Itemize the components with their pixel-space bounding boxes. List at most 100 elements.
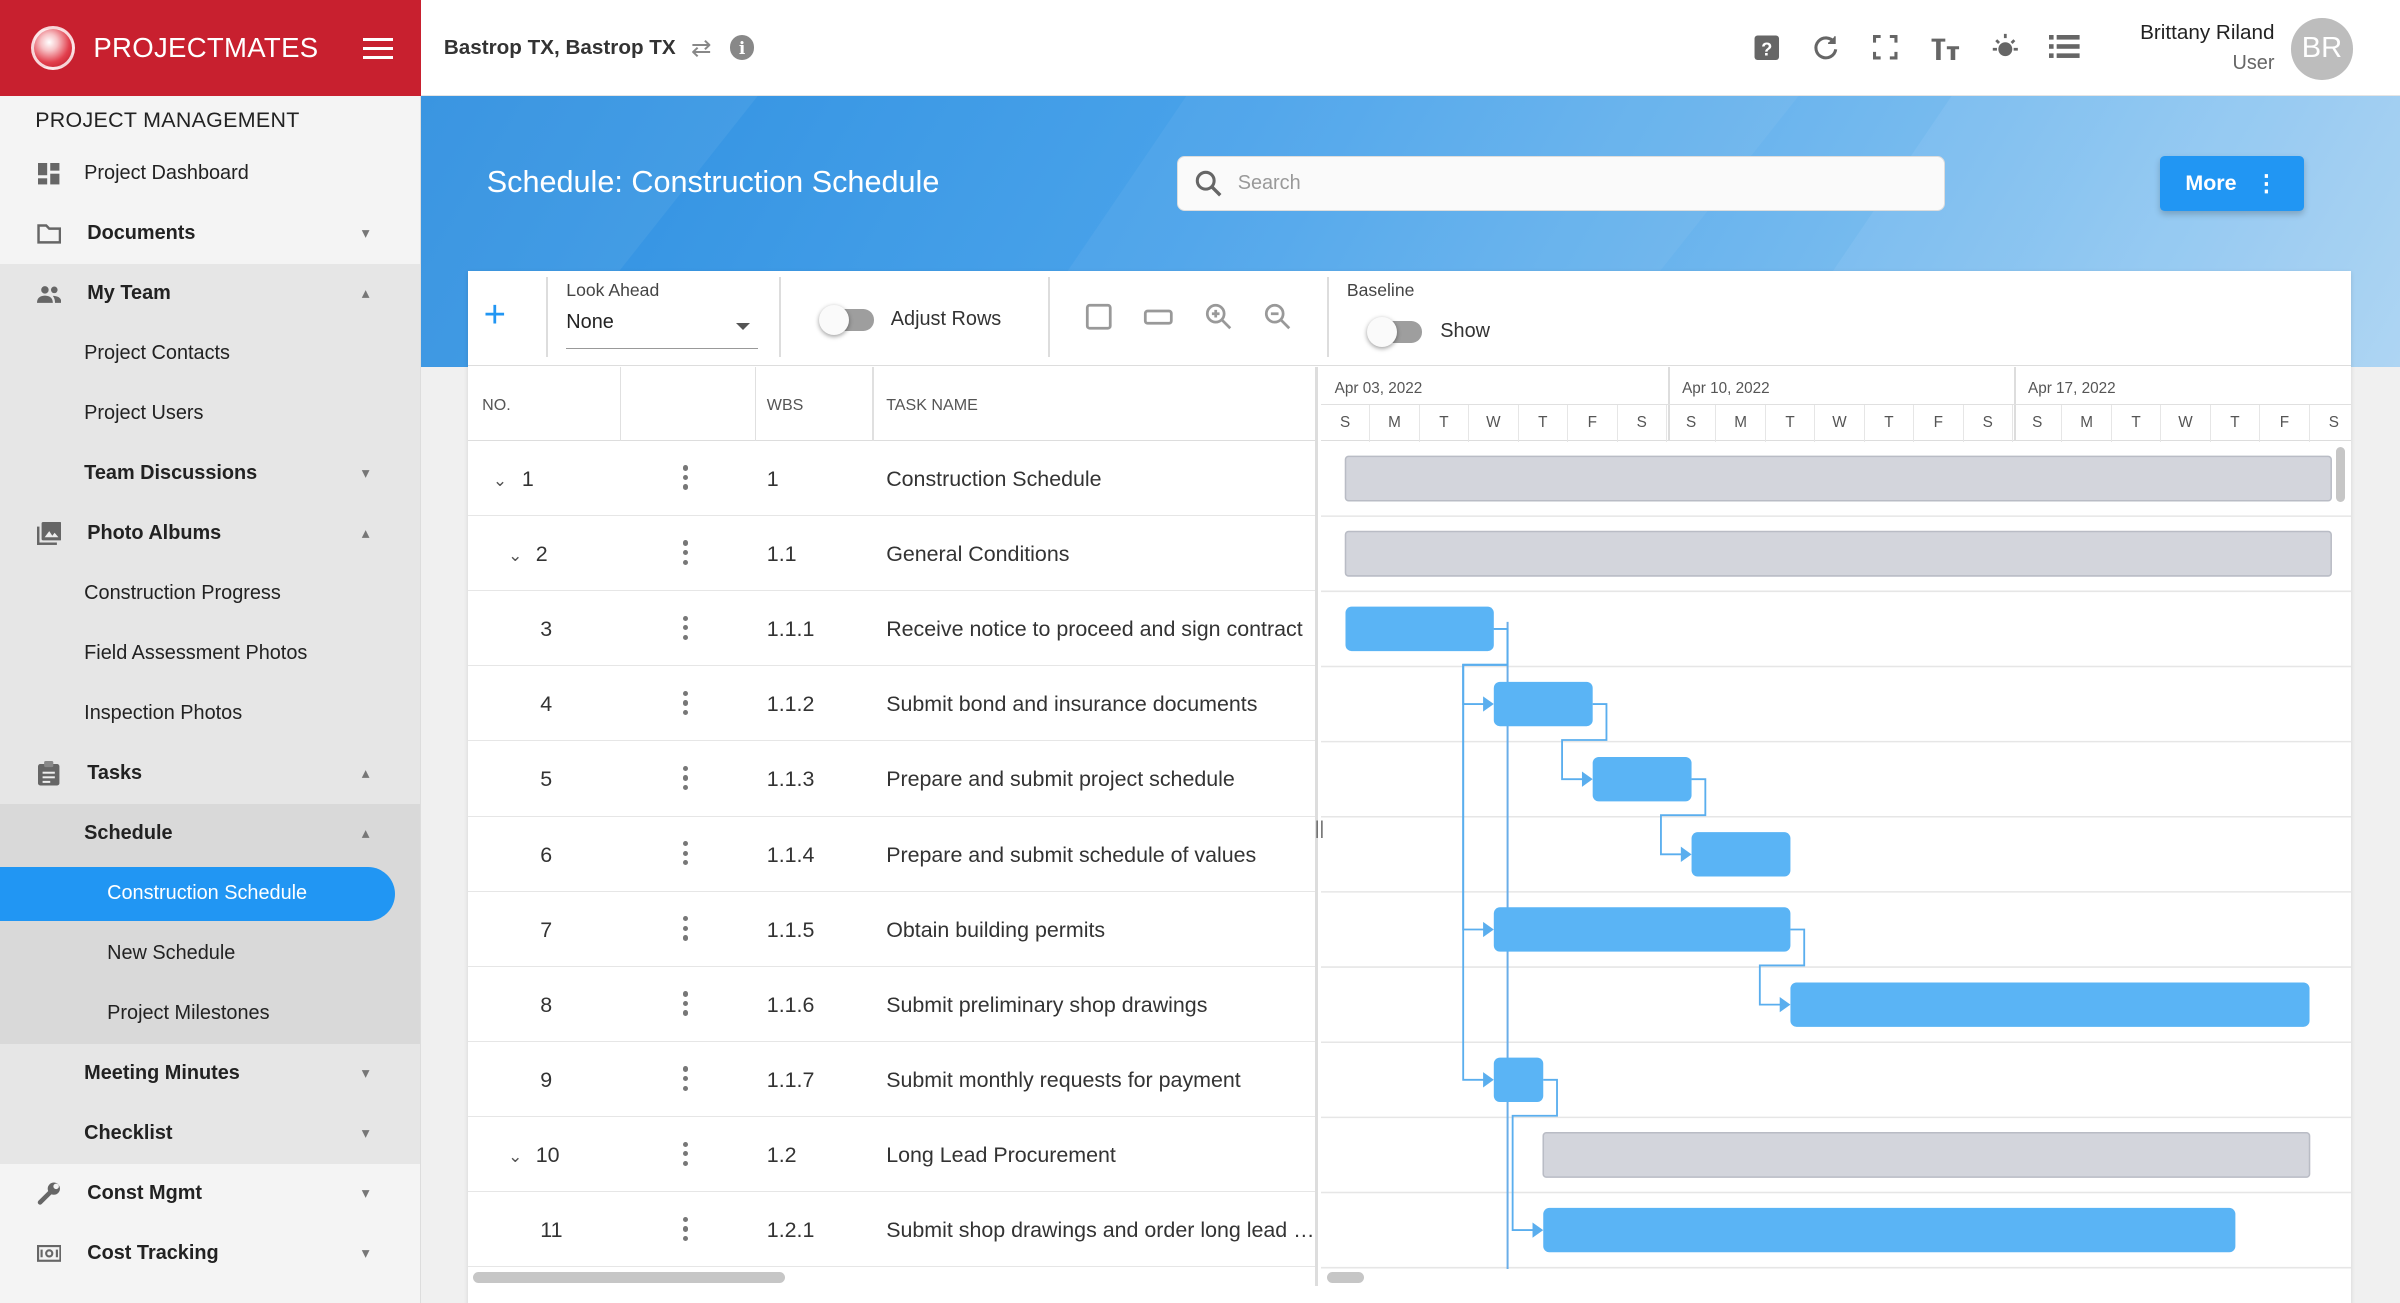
gantt-chart: Apr 03, 2022 Apr 10, 2022 Apr 17, 2022 S… (1320, 367, 2351, 1285)
row-menu-icon[interactable] (682, 765, 689, 791)
chevron-up-icon: ▴ (361, 525, 370, 543)
dependency-arrow (1532, 1222, 1544, 1238)
user-info[interactable]: Brittany Riland User (2140, 21, 2274, 74)
refresh-icon[interactable] (1811, 31, 1842, 65)
task-bar[interactable] (1493, 681, 1593, 727)
sidebar-item-photo-albums[interactable]: Photo Albums ▴ (0, 504, 420, 564)
dependency-arrow (1779, 996, 1791, 1013)
task-bar[interactable] (1592, 756, 1692, 802)
horizontal-scrollbar[interactable] (472, 1271, 786, 1283)
adjust-rows-toggle[interactable] (818, 304, 874, 336)
table-row[interactable]: 3 1.1.1 Receive notice to proceed and sign… (468, 591, 1315, 667)
sidebar-item-documents[interactable]: Documents ▾ (0, 204, 420, 264)
sidebar-item-project-users[interactable]: Project Users (0, 384, 420, 444)
row-menu-icon[interactable] (682, 1066, 689, 1091)
look-ahead-select[interactable]: None (566, 311, 758, 349)
baseline-show-toggle[interactable] (1366, 316, 1422, 348)
search-box[interactable] (1177, 156, 1946, 212)
row-menu-icon[interactable] (682, 916, 689, 941)
gantt-toolbar: + Look Ahead None Adjust Rows Baseline S… (468, 271, 2351, 366)
sidebar-item-field-assessment-photos[interactable]: Field Assessment Photos (0, 624, 420, 684)
sidebar-item-team-discussions[interactable]: Team Discussions ▾ (0, 444, 420, 504)
summary-bar[interactable] (1542, 1131, 2311, 1178)
sidebar-item-my-team[interactable]: My Team ▴ (0, 264, 420, 324)
row-menu-icon[interactable] (682, 991, 689, 1016)
table-row[interactable]: 8 1.1.6 Submit preliminary shop drawings (468, 967, 1315, 1042)
brand-logo-icon (30, 26, 75, 71)
fullscreen-icon[interactable] (1870, 31, 1901, 65)
row-menu-icon[interactable] (682, 1216, 689, 1242)
sidebar-item-project-contacts[interactable]: Project Contacts (0, 324, 420, 384)
add-task-button[interactable]: + (483, 293, 506, 337)
collapse-view-icon[interactable] (1143, 302, 1174, 333)
row-menu-icon[interactable] (682, 1141, 689, 1167)
dependency-link (1561, 702, 1608, 780)
look-ahead-label: Look Ahead (566, 280, 660, 301)
task-bar[interactable] (1691, 831, 1791, 877)
vertical-scrollbar[interactable] (2335, 446, 2345, 502)
table-row[interactable]: 5 1.1.3 Prepare and submit project schedul… (468, 741, 1315, 817)
sidebar-item-checklist[interactable]: Checklist ▾ (0, 1104, 420, 1164)
day-label: S (2013, 405, 2063, 442)
zoom-out-icon[interactable] (1263, 302, 1294, 333)
task-bar[interactable] (1543, 1207, 2236, 1253)
sidebar-item-label: Project Milestones (107, 1002, 270, 1025)
gantt-horizontal-scrollbar[interactable] (1326, 1271, 1364, 1283)
table-row[interactable]: ⌄ 10 1.2 Long Lead Procurement (468, 1117, 1315, 1193)
summary-bar[interactable] (1344, 530, 2332, 577)
sidebar-item-meeting-minutes[interactable]: Meeting Minutes ▾ (0, 1044, 420, 1104)
avatar[interactable]: BR (2291, 18, 2353, 80)
table-row[interactable]: 4 1.1.2 Submit bond and insurance document… (468, 666, 1315, 742)
info-icon[interactable]: i (729, 35, 755, 60)
sidebar-item-schedule[interactable]: Schedule ▴ (0, 804, 420, 864)
sidebar-item-tasks[interactable]: Tasks ▴ (0, 744, 420, 804)
sidebar-item-construction-schedule[interactable]: Construction Schedule (0, 864, 420, 924)
search-input[interactable] (1237, 172, 1850, 196)
baseline-show-label: Show (1440, 319, 1490, 342)
column-header-wbs[interactable]: WBS (766, 396, 804, 415)
sidebar-item-construction-progress[interactable]: Construction Progress (0, 564, 420, 624)
table-row[interactable]: 7 1.1.5 Obtain building permits (468, 892, 1315, 967)
table-row[interactable]: 6 1.1.4 Prepare and submit schedule of val… (468, 817, 1315, 892)
summary-bar[interactable] (1344, 455, 2332, 502)
expand-chevron-icon[interactable]: ⌄ (508, 546, 523, 566)
row-number: 1 (521, 466, 534, 491)
table-row[interactable]: ⌄ 2 1.1 General Conditions (468, 516, 1315, 592)
expand-chevron-icon[interactable]: ⌄ (492, 470, 507, 490)
main-content: Schedule: Construction Schedule More ⋮ +… (420, 96, 2400, 1303)
sidebar-item-project-milestones[interactable]: Project Milestones (0, 984, 420, 1044)
row-wbs: 1.1.7 (766, 1067, 815, 1092)
pane-splitter-handle[interactable]: || (1314, 817, 1325, 839)
column-header-task-name[interactable]: TASK NAME (886, 396, 978, 415)
project-selector[interactable]: Bastrop TX, Bastrop TX (443, 35, 676, 59)
sidebar-item-new-schedule[interactable]: New Schedule (0, 924, 420, 984)
task-bar[interactable] (1493, 1057, 1544, 1102)
task-bar[interactable] (1493, 907, 1791, 952)
sidebar-item-const-mgmt[interactable]: Const Mgmt ▾ (0, 1164, 420, 1224)
hamburger-menu-icon[interactable] (362, 37, 394, 59)
table-row[interactable]: 11 1.2.1 Submit shop drawings and order lo… (468, 1192, 1315, 1268)
zoom-in-icon[interactable] (1203, 302, 1234, 333)
task-bar[interactable] (1790, 982, 2310, 1027)
row-menu-icon[interactable] (682, 540, 689, 565)
expand-chevron-icon[interactable]: ⌄ (508, 1147, 523, 1167)
column-header-no[interactable]: NO. (482, 396, 511, 415)
expand-view-icon[interactable] (1084, 302, 1115, 333)
table-row[interactable]: ⌄ 1 1 Construction Schedule (468, 441, 1315, 516)
list-view-icon[interactable] (2049, 31, 2081, 65)
task-bar[interactable] (1345, 606, 1494, 651)
row-menu-icon[interactable] (682, 840, 689, 866)
table-row[interactable]: 9 1.1.7 Submit monthly requests for paymen… (468, 1042, 1315, 1118)
help-icon[interactable]: ? (1751, 31, 1782, 65)
row-menu-icon[interactable] (682, 465, 689, 490)
swap-project-icon[interactable]: ⇄ (691, 34, 712, 62)
more-button[interactable]: More ⋮ (2159, 156, 2304, 212)
row-menu-icon[interactable] (682, 690, 689, 716)
week-label: Apr 17, 2022 (2028, 379, 2116, 397)
text-size-icon[interactable] (1930, 31, 1961, 65)
brightness-icon[interactable] (1990, 31, 2021, 65)
sidebar-item-inspection-photos[interactable]: Inspection Photos (0, 684, 420, 744)
sidebar-item-cost-tracking[interactable]: Cost Tracking ▾ (0, 1224, 420, 1284)
sidebar-item-project-dashboard[interactable]: Project Dashboard (0, 144, 420, 204)
row-menu-icon[interactable] (682, 615, 689, 641)
